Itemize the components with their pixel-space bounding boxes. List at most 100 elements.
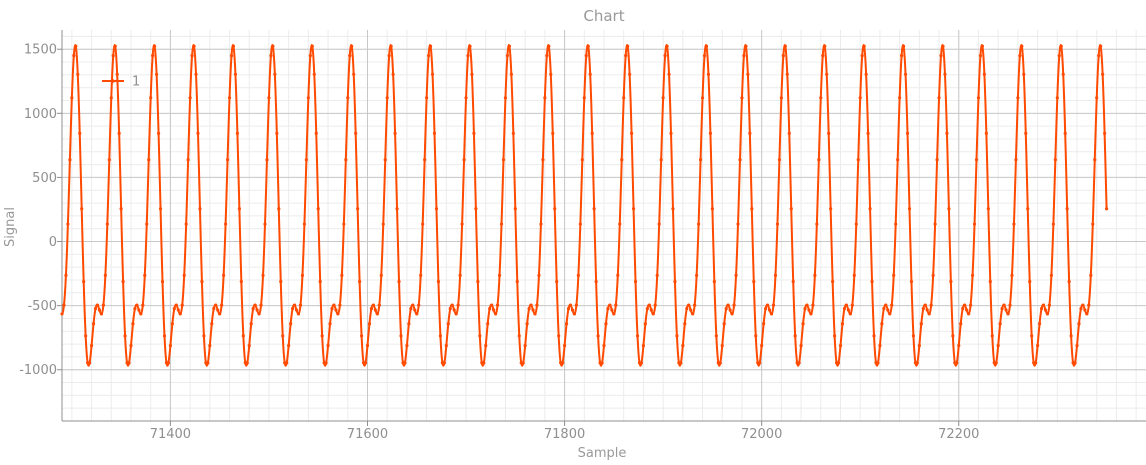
data-point xyxy=(872,334,876,338)
data-point xyxy=(1061,72,1065,76)
data-point xyxy=(1053,158,1057,162)
data-point xyxy=(785,72,789,76)
data-point xyxy=(95,303,100,307)
data-point xyxy=(921,306,925,311)
data-point xyxy=(905,131,910,136)
data-point xyxy=(681,344,685,348)
data-point xyxy=(1014,158,1018,162)
data-point xyxy=(1103,131,1107,136)
data-point xyxy=(123,334,127,338)
data-point xyxy=(172,306,176,311)
data-point xyxy=(651,312,655,316)
data-point xyxy=(612,312,616,316)
data-point xyxy=(679,361,683,365)
data-point xyxy=(344,158,348,162)
data-point xyxy=(919,322,923,326)
data-point xyxy=(289,322,293,326)
data-point xyxy=(880,322,884,326)
data-point xyxy=(135,303,139,307)
data-point xyxy=(754,334,758,338)
x-tick-label: 71600 xyxy=(347,427,388,442)
legend: 1 xyxy=(102,75,140,90)
data-point xyxy=(758,361,762,365)
data-point xyxy=(673,280,677,284)
data-point xyxy=(1028,280,1032,284)
data-point xyxy=(764,306,768,311)
data-point xyxy=(194,72,198,76)
data-point xyxy=(371,303,375,307)
data-point xyxy=(667,72,671,76)
data-point xyxy=(338,303,342,307)
data-point xyxy=(162,334,167,338)
data-point xyxy=(497,273,502,277)
data-point xyxy=(436,280,441,284)
data-point xyxy=(819,96,823,100)
data-point xyxy=(653,303,657,307)
data-point xyxy=(671,207,675,211)
data-point xyxy=(909,280,914,284)
data-point xyxy=(91,322,96,326)
data-point xyxy=(68,158,72,162)
data-point xyxy=(474,207,478,211)
data-point xyxy=(1077,322,1081,326)
data-point xyxy=(153,44,157,48)
data-point xyxy=(833,334,837,338)
data-point xyxy=(210,322,214,326)
data-point xyxy=(691,312,695,316)
data-point xyxy=(633,280,638,284)
data-point xyxy=(777,158,782,162)
data-point xyxy=(604,322,608,326)
data-point xyxy=(955,361,959,365)
data-point xyxy=(547,44,551,48)
y-tick-label: 0 xyxy=(49,235,57,250)
data-point xyxy=(521,361,525,365)
data-point xyxy=(348,53,352,58)
data-point xyxy=(1016,96,1020,100)
data-point xyxy=(509,72,513,76)
data-point xyxy=(801,322,805,326)
data-point xyxy=(214,303,218,307)
data-point xyxy=(894,222,898,226)
data-point xyxy=(233,72,238,76)
data-point xyxy=(996,344,1000,348)
data-point xyxy=(277,207,281,211)
data-point xyxy=(330,306,334,311)
data-point xyxy=(450,303,454,307)
data-point xyxy=(724,306,728,311)
data-point xyxy=(714,334,718,338)
data-point xyxy=(549,72,553,76)
data-point xyxy=(1083,308,1087,312)
data-point xyxy=(375,312,379,316)
data-point xyxy=(781,53,785,58)
data-point xyxy=(783,44,787,48)
data-point xyxy=(760,344,764,348)
data-point xyxy=(907,207,912,211)
data-point xyxy=(383,158,387,162)
data-point xyxy=(452,308,456,312)
data-point xyxy=(499,222,504,226)
data-point xyxy=(245,361,249,365)
data-point xyxy=(933,222,937,226)
data-point xyxy=(976,96,981,100)
data-point xyxy=(525,322,529,326)
data-point xyxy=(639,361,644,365)
data-point xyxy=(744,44,748,48)
data-point xyxy=(1002,303,1006,307)
data-point xyxy=(708,131,713,136)
data-point xyxy=(356,207,360,211)
data-point xyxy=(742,53,746,58)
data-point xyxy=(793,334,797,338)
data-point xyxy=(868,207,872,211)
data-point xyxy=(1085,312,1089,316)
data-point xyxy=(1091,222,1095,226)
legend-marker xyxy=(111,79,115,83)
data-point xyxy=(411,303,415,307)
data-point xyxy=(241,334,245,338)
data-point xyxy=(1057,53,1061,58)
data-point xyxy=(799,344,803,348)
data-point xyxy=(342,222,346,226)
data-point xyxy=(665,44,669,48)
data-point xyxy=(263,222,267,226)
data-point xyxy=(545,53,549,58)
data-point xyxy=(379,273,383,277)
